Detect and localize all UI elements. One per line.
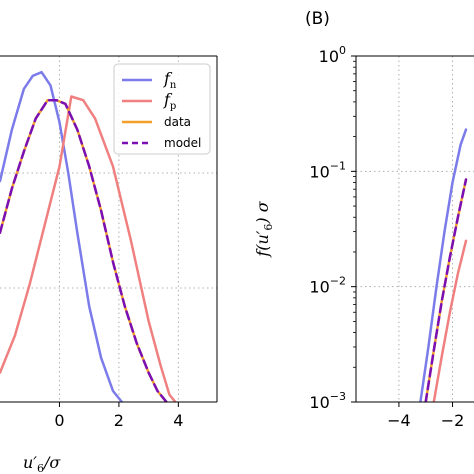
panel-a-series-line	[0, 95, 177, 402]
panel-a-xtick-label: 2	[114, 411, 124, 430]
panel-b-xticks: −4 −2	[387, 402, 464, 430]
panel-a-grid	[0, 56, 217, 402]
panel-a-series	[0, 70, 177, 402]
panel-b-series-line	[432, 239, 468, 402]
panel-b: (B) −4 −2 100 10−1 10−2 10−3 f(u′6) σ	[253, 9, 474, 430]
panel-b-ytick-label: 10−1	[309, 159, 346, 181]
panel-b-series-line	[424, 178, 468, 402]
panel-b-ytick-label: 10−2	[309, 275, 346, 297]
legend-label: data	[164, 115, 191, 129]
panel-b-series	[419, 128, 468, 402]
panel-a-xlabel: u′6/σ	[23, 453, 61, 474]
panel-b-axes	[355, 55, 474, 403]
panel-a-xtick-label: 0	[54, 411, 64, 430]
panel-b-yticks: 100 10−1 10−2 10−3	[309, 44, 356, 412]
panel-a-series-line	[0, 70, 124, 402]
panel-b-series-line	[419, 128, 468, 402]
panel-b-label: (B)	[305, 9, 330, 29]
panel-b-xtick-label: −4	[387, 411, 411, 430]
panel-b-ytick-label: 100	[319, 44, 346, 66]
panel-a-axes	[0, 55, 218, 403]
legend-box	[113, 63, 211, 155]
panel-b-xtick-label: −2	[441, 411, 465, 430]
panel-b-ytick-label: 10−3	[309, 390, 346, 412]
panel-b-ylabel: f(u′6) σ	[253, 200, 275, 257]
legend-label: model	[164, 136, 201, 150]
legend-label: fp	[163, 90, 176, 112]
legend-label: fn	[163, 69, 177, 91]
panel-a-xtick-label: 4	[173, 411, 183, 430]
panel-a-series-line	[0, 98, 168, 402]
panel-a-xticks: 0 2 4	[54, 402, 183, 430]
